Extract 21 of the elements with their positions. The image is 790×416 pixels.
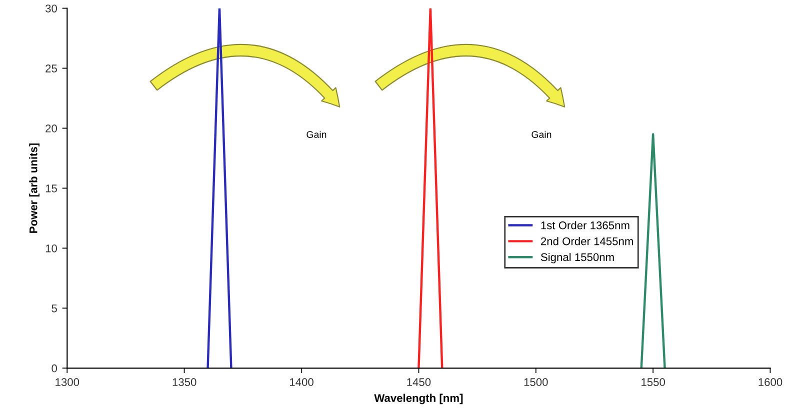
y-tick-label: 15 [46,184,57,192]
x-tick-label: 1350 [172,378,196,386]
y-tick-label: 10 [46,244,57,252]
x-tick-label: 1600 [758,378,782,386]
legend-label: 2nd Order 1455nm [540,237,633,246]
y-tick-label: 30 [45,4,57,12]
legend-label: Signal 1550nm [540,252,614,264]
x-tick-label: 1500 [524,378,548,386]
y-tick-label: 25 [46,64,57,72]
y-tick-label: 5 [52,304,57,312]
annotation: Gain [532,130,552,138]
annotation: Gain [306,130,326,138]
x-tick-label: 1550 [642,378,665,386]
y-tick-label: 20 [46,124,57,132]
y-tick-label: 0 [52,364,57,372]
legend-label: 1st Order 1365nm [541,221,630,230]
y-axis-title: Power [arb units] [29,143,40,233]
x-tick-label: 1300 [56,378,80,386]
x-tick-label: 1400 [290,378,314,386]
x-tick-label: 1450 [407,378,431,386]
x-axis-title: Wavelength [nm] [374,394,463,404]
